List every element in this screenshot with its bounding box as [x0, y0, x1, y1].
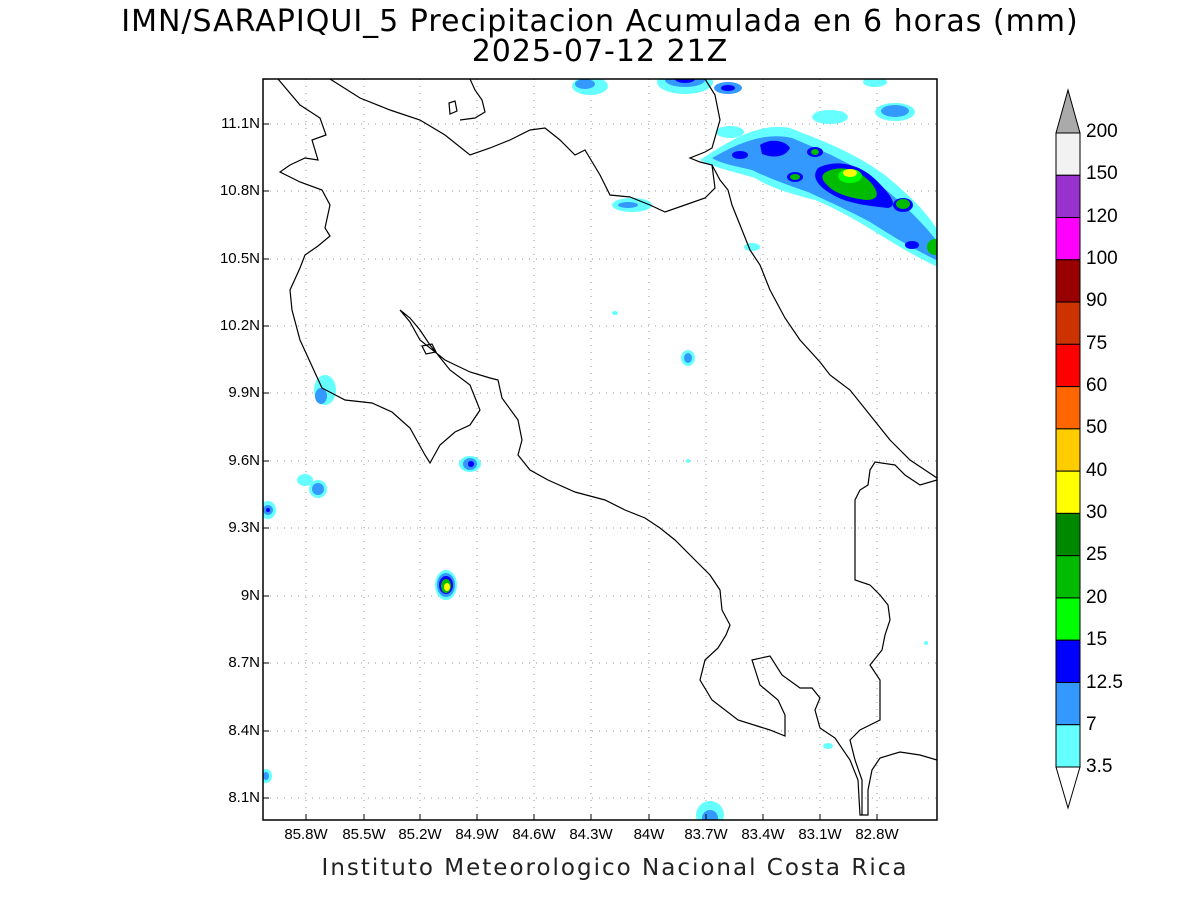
- precip-scattered: [263, 198, 928, 820]
- colorbar-label: 50: [1086, 417, 1108, 438]
- lon-label: 83.7W: [684, 826, 728, 843]
- colorbar-swatch: [1055, 512, 1081, 557]
- colorbar-over-triangle: [1055, 88, 1081, 134]
- colorbar-label: 120: [1086, 206, 1118, 227]
- colorbar-label: 40: [1086, 460, 1108, 481]
- colorbar-label: 100: [1086, 248, 1118, 269]
- lat-label: 9.3N: [228, 519, 260, 536]
- precipitation-areas: [263, 79, 937, 820]
- lon-label: 85.2W: [398, 826, 442, 843]
- lat-label: 10.8N: [219, 182, 260, 199]
- colorbar-label: 20: [1086, 587, 1108, 608]
- lat-label: 10.5N: [219, 250, 260, 267]
- colorbar-label: 150: [1086, 163, 1118, 184]
- colorbar-label: 25: [1086, 544, 1108, 565]
- colorbar-swatch: [1055, 470, 1081, 514]
- precip-band-northeast: [700, 126, 937, 267]
- lon-label: 85.5W: [342, 826, 386, 843]
- colorbar-swatch: [1055, 597, 1081, 641]
- nicaragua-border-south: [711, 164, 937, 479]
- colorbar-under-triangle: [1055, 766, 1081, 810]
- lon-label: 84W: [633, 826, 665, 843]
- coastlines: [263, 79, 937, 816]
- lat-label: 8.1N: [228, 789, 260, 806]
- colorbar-swatch: [1055, 132, 1081, 176]
- map-frame: [262, 78, 938, 821]
- lat-label: 8.7N: [228, 654, 260, 671]
- colorbar-label: 12.5: [1086, 672, 1123, 693]
- lat-label: 10.2N: [219, 317, 260, 334]
- lat-label: 11.1N: [221, 115, 260, 132]
- colorbar-label: 15: [1086, 629, 1108, 650]
- map-grid: [263, 79, 937, 820]
- colorbar-swatch: [1055, 174, 1081, 219]
- nicaragua-border: [329, 79, 721, 213]
- colorbar: [1055, 88, 1081, 810]
- colorbar-swatch: [1055, 555, 1081, 599]
- map-subtitle: 2025-07-12 21Z: [471, 34, 729, 69]
- lon-label: 85.8W: [284, 826, 328, 843]
- axis-ticks: [263, 123, 878, 820]
- lat-label: 9.9N: [228, 384, 260, 401]
- colorbar-label: 30: [1086, 502, 1108, 523]
- pacific-coastline: [277, 79, 937, 816]
- lon-label: 83.4W: [741, 826, 785, 843]
- lon-label: 84.3W: [569, 826, 613, 843]
- lat-label: 9.6N: [228, 452, 260, 469]
- upper-nicaragua-lake: [459, 79, 486, 121]
- lon-label: 82.8W: [855, 826, 899, 843]
- colorbar-swatch: [1055, 639, 1081, 683]
- colorbar-swatch: [1055, 301, 1081, 345]
- colorbar-label: 3.5: [1086, 756, 1113, 777]
- colorbar-swatch: [1055, 724, 1081, 768]
- lat-label: 8.4N: [228, 722, 260, 739]
- colorbar-swatch: [1055, 217, 1081, 261]
- lon-label: 84.6W: [512, 826, 556, 843]
- colorbar-swatch: [1055, 681, 1081, 726]
- map-title: IMN/SARAPIQUI_5 Precipitacion Acumulada …: [121, 4, 1079, 39]
- lake-island: [448, 100, 458, 115]
- colorbar-label: 75: [1086, 333, 1108, 354]
- nicoya-island: [421, 343, 437, 355]
- colorbar-label: 200: [1086, 121, 1118, 142]
- colorbar-swatch: [1055, 428, 1081, 472]
- panama-border: [849, 461, 937, 815]
- colorbar-swatch: [1055, 343, 1081, 388]
- colorbar-label: 90: [1086, 290, 1108, 311]
- colorbar-swatch: [1055, 386, 1081, 430]
- colorbar-swatch: [1055, 259, 1081, 303]
- lon-label: 83.1W: [798, 826, 842, 843]
- colorbar-label: 7: [1086, 714, 1097, 735]
- lat-label: 9N: [240, 587, 260, 604]
- lon-label: 84.9W: [455, 826, 499, 843]
- precip-top-north: [572, 79, 915, 138]
- colorbar-label: 60: [1086, 375, 1108, 396]
- footer-credit: Instituto Meteorologico Nacional Costa R…: [321, 855, 909, 881]
